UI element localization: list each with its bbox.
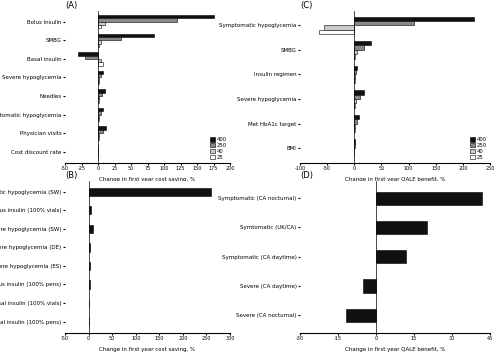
X-axis label: Change in first year cost saving, %: Change in first year cost saving, %	[100, 347, 196, 352]
Bar	[324, 25, 354, 30]
Bar	[98, 133, 100, 137]
Bar	[98, 89, 104, 93]
Bar	[98, 62, 103, 65]
X-axis label: Change in first year cost saving, %: Change in first year cost saving, %	[100, 177, 196, 182]
Bar	[354, 54, 356, 59]
Legend: 400, 250, 40, 25: 400, 250, 40, 25	[210, 137, 228, 160]
Bar	[354, 119, 357, 124]
Bar	[98, 115, 100, 118]
Bar	[354, 79, 355, 83]
Bar	[98, 59, 102, 62]
Bar	[88, 280, 90, 289]
Bar	[354, 95, 360, 99]
Bar	[98, 111, 102, 115]
Bar	[354, 139, 356, 144]
Text: (D): (D)	[300, 171, 313, 180]
Bar	[98, 108, 102, 111]
Bar	[354, 128, 355, 132]
Bar	[98, 25, 102, 28]
X-axis label: Change in first year QALE benefit, %: Change in first year QALE benefit, %	[345, 347, 445, 352]
Bar	[98, 74, 102, 78]
Bar	[319, 30, 354, 34]
Bar	[354, 41, 370, 45]
Bar	[88, 225, 94, 233]
Bar	[354, 21, 414, 25]
Bar	[88, 188, 211, 196]
Bar	[98, 126, 106, 130]
Bar	[354, 45, 364, 50]
Bar	[354, 50, 357, 54]
Bar	[354, 144, 355, 148]
Bar	[376, 221, 426, 234]
Bar	[98, 15, 214, 18]
Bar	[98, 44, 100, 47]
Bar	[85, 56, 98, 59]
Bar	[98, 18, 177, 22]
Bar	[88, 206, 91, 215]
Bar	[354, 17, 474, 21]
Bar	[354, 70, 356, 74]
X-axis label: Change in first year QALE benefit, %: Change in first year QALE benefit, %	[345, 177, 445, 182]
Bar	[376, 250, 406, 263]
Bar	[98, 96, 100, 99]
Bar	[88, 243, 90, 252]
Bar	[354, 103, 355, 108]
Bar	[354, 74, 356, 79]
Bar	[354, 65, 357, 70]
Bar	[376, 192, 482, 205]
Bar	[364, 279, 376, 292]
Text: (C): (C)	[300, 1, 312, 10]
Bar	[88, 262, 90, 270]
Legend: 400, 250, 40, 25: 400, 250, 40, 25	[470, 137, 488, 160]
Bar	[98, 37, 121, 40]
Bar	[354, 115, 358, 119]
Bar	[78, 52, 98, 56]
Bar	[354, 90, 364, 95]
Bar	[98, 22, 104, 25]
Text: (B): (B)	[65, 171, 78, 180]
Bar	[346, 309, 376, 322]
Bar	[354, 99, 356, 103]
Text: (A): (A)	[65, 1, 77, 10]
Bar	[98, 93, 102, 96]
Bar	[354, 124, 356, 128]
Bar	[98, 40, 102, 44]
Bar	[98, 78, 100, 81]
Bar	[98, 71, 103, 74]
Bar	[98, 34, 154, 37]
Bar	[98, 130, 102, 133]
